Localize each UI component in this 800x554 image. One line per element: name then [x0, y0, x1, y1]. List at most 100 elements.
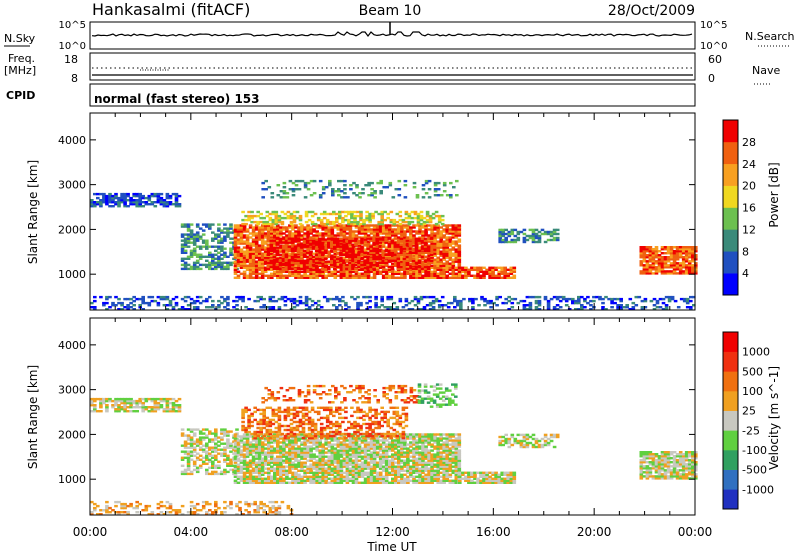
heatmap-cell	[211, 446, 215, 449]
heatmap-cell	[296, 243, 301, 246]
heatmap-cell	[494, 276, 498, 279]
heatmap-cell	[381, 240, 386, 243]
heatmap-cell	[645, 254, 650, 257]
heatmap-cell	[302, 245, 307, 248]
heatmap-cell	[102, 399, 106, 403]
heatmap-cell	[413, 295, 418, 299]
heatmap-cell	[291, 226, 295, 229]
heatmap-cell	[236, 276, 241, 279]
heatmap-cell	[451, 228, 456, 231]
heatmap-cell	[226, 440, 230, 443]
heatmap-cell	[372, 232, 377, 235]
heatmap-cell	[321, 186, 326, 189]
heatmap-cell	[314, 243, 319, 246]
heatmap-cell	[436, 232, 440, 235]
heatmap-cell	[448, 248, 453, 251]
heatmap-cell	[135, 406, 139, 409]
heatmap-cell	[555, 236, 560, 240]
heatmap-cell	[362, 218, 366, 222]
heatmap-cell	[445, 240, 449, 243]
heatmap-cell	[260, 242, 265, 245]
heatmap-cell	[273, 246, 277, 249]
heatmap-cell	[306, 268, 310, 271]
heatmap-cell	[201, 241, 206, 244]
heatmap-cell	[90, 203, 94, 206]
heatmap-cell	[445, 226, 449, 229]
heatmap-cell	[384, 232, 389, 235]
heatmap-cell	[387, 243, 392, 246]
heatmap-cell	[419, 222, 424, 226]
heatmap-cell	[407, 220, 412, 224]
heatmap-cell	[245, 228, 250, 231]
heatmap-cell	[528, 306, 533, 309]
heatmap-cell	[333, 245, 337, 248]
heatmap-cell	[260, 228, 265, 231]
heatmap-cell	[381, 226, 386, 229]
heatmap-cell	[394, 228, 398, 231]
heatmap-cell	[99, 401, 103, 405]
heatmap-cell	[345, 263, 349, 267]
heatmap-cell	[285, 274, 289, 277]
heatmap-cell	[266, 239, 271, 242]
heatmap-cell	[351, 247, 355, 250]
heatmap-cell	[126, 308, 130, 311]
heatmap-cell	[373, 192, 377, 195]
heatmap-cell	[132, 199, 136, 202]
heatmap-cell	[189, 452, 194, 455]
heatmap-cell	[315, 449, 319, 452]
heatmap-cell	[229, 450, 233, 453]
heatmap-cell	[399, 237, 404, 240]
heatmap-cell	[272, 253, 277, 256]
heatmap-cell	[531, 234, 536, 238]
heatmap-cell	[312, 471, 316, 474]
heatmap-cell	[303, 181, 308, 185]
heatmap-cell	[342, 266, 347, 269]
heatmap-cell	[689, 306, 693, 309]
heatmap-cell	[156, 201, 161, 204]
heatmap-cell	[403, 232, 407, 235]
heatmap-cell	[628, 297, 633, 301]
heatmap-cell	[108, 397, 112, 401]
heatmap-cell	[363, 243, 367, 246]
heatmap-cell	[135, 410, 139, 413]
heatmap-cell	[248, 264, 253, 267]
heatmap-cell	[333, 249, 337, 252]
heatmap-cell	[214, 265, 218, 269]
heatmap-cell	[439, 240, 443, 243]
heatmap-cell	[309, 194, 314, 197]
heatmap-cell	[271, 306, 276, 309]
heatmap-cell	[434, 299, 439, 303]
heatmap-cell	[381, 259, 385, 262]
heatmap-cell	[271, 308, 276, 311]
heatmap-cell	[325, 220, 330, 224]
heatmap-cell	[442, 274, 446, 277]
heatmap-cell	[589, 304, 593, 307]
heatmap-cell	[327, 272, 332, 275]
heatmap-cell	[448, 242, 453, 245]
heatmap-cell	[138, 203, 142, 206]
heatmap-cell	[189, 235, 194, 238]
heatmap-cell	[220, 438, 224, 441]
heatmap-cell	[289, 299, 294, 303]
heatmap-cell	[303, 186, 308, 189]
heatmap-cell	[397, 272, 401, 275]
heatmap-cell	[639, 272, 644, 275]
heatmap-cell	[308, 257, 313, 260]
heatmap-cell	[402, 265, 407, 269]
heatmap-cell	[405, 261, 410, 264]
heatmap-cell	[321, 481, 325, 484]
freq-label-2: [MHz]	[4, 64, 36, 77]
heatmap-cell	[251, 244, 256, 247]
heatmap-cell	[321, 479, 325, 482]
heatmap-cell	[245, 238, 250, 241]
heatmap-cell	[577, 301, 581, 305]
heatmap-cell	[245, 276, 250, 279]
heatmap-cell	[242, 228, 247, 231]
heatmap-cell	[654, 262, 659, 265]
heatmap-cell	[381, 245, 385, 248]
heatmap-cell	[330, 228, 335, 231]
heatmap-cell	[317, 237, 322, 240]
heatmap-cell	[195, 259, 200, 262]
heatmap-cell	[546, 232, 551, 236]
heatmap-cell	[208, 454, 212, 457]
